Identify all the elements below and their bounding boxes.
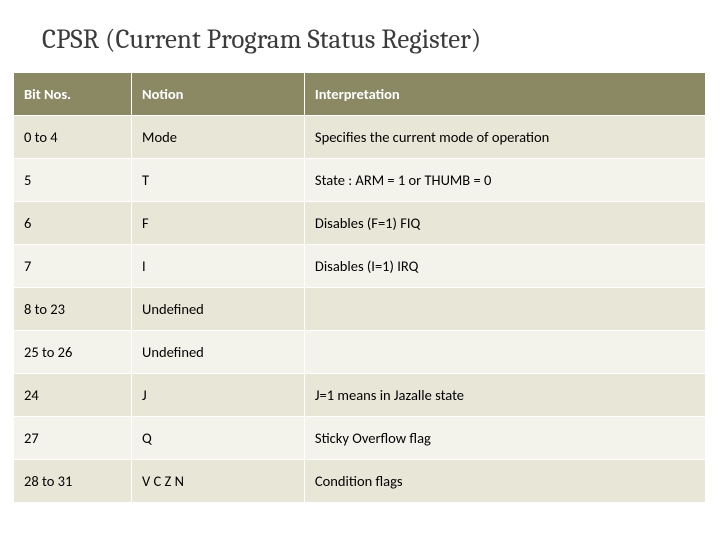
cell-bitnos: 8 to 23 [14, 288, 132, 331]
cell-bitnos: 0 to 4 [14, 116, 132, 159]
cell-bitnos: 7 [14, 245, 132, 288]
col-header-bitnos: Bit Nos. [14, 73, 132, 116]
cell-notion: Undefined [132, 331, 305, 374]
table-header-row: Bit Nos. Notion Interpretation [14, 73, 706, 116]
cell-bitnos: 27 [14, 417, 132, 460]
cell-interpretation [304, 331, 705, 374]
table-row: 7 I Disables (I=1) IRQ [14, 245, 706, 288]
cell-bitnos: 24 [14, 374, 132, 417]
cell-notion: F [132, 202, 305, 245]
cpsr-table: Bit Nos. Notion Interpretation 0 to 4 Mo… [14, 73, 706, 503]
table-row: 5 T State : ARM = 1 or THUMB = 0 [14, 159, 706, 202]
cell-notion: V C Z N [132, 460, 305, 503]
cell-notion: Mode [132, 116, 305, 159]
cell-bitnos: 25 to 26 [14, 331, 132, 374]
table-row: 25 to 26 Undefined [14, 331, 706, 374]
cell-interpretation: Disables (I=1) IRQ [304, 245, 705, 288]
col-header-interpretation: Interpretation [304, 73, 705, 116]
table-row: 24 J J=1 means in Jazalle state [14, 374, 706, 417]
cell-interpretation: Specifies the current mode of operation [304, 116, 705, 159]
table-row: 6 F Disables (F=1) FIQ [14, 202, 706, 245]
cell-notion: I [132, 245, 305, 288]
cell-interpretation [304, 288, 705, 331]
cell-interpretation: Sticky Overflow flag [304, 417, 705, 460]
col-header-notion: Notion [132, 73, 305, 116]
cell-interpretation: Disables (F=1) FIQ [304, 202, 705, 245]
table-row: 28 to 31 V C Z N Condition flags [14, 460, 706, 503]
cell-notion: Undefined [132, 288, 305, 331]
table-row: 8 to 23 Undefined [14, 288, 706, 331]
cell-notion: J [132, 374, 305, 417]
cell-interpretation: Condition flags [304, 460, 705, 503]
cell-interpretation: State : ARM = 1 or THUMB = 0 [304, 159, 705, 202]
table-row: 0 to 4 Mode Specifies the current mode o… [14, 116, 706, 159]
cell-bitnos: 6 [14, 202, 132, 245]
cell-notion: Q [132, 417, 305, 460]
cell-bitnos: 28 to 31 [14, 460, 132, 503]
page-title: CPSR (Current Program Status Register) [42, 24, 706, 55]
cell-bitnos: 5 [14, 159, 132, 202]
cell-interpretation: J=1 means in Jazalle state [304, 374, 705, 417]
cell-notion: T [132, 159, 305, 202]
slide: CPSR (Current Program Status Register) B… [0, 0, 720, 540]
table-row: 27 Q Sticky Overflow flag [14, 417, 706, 460]
